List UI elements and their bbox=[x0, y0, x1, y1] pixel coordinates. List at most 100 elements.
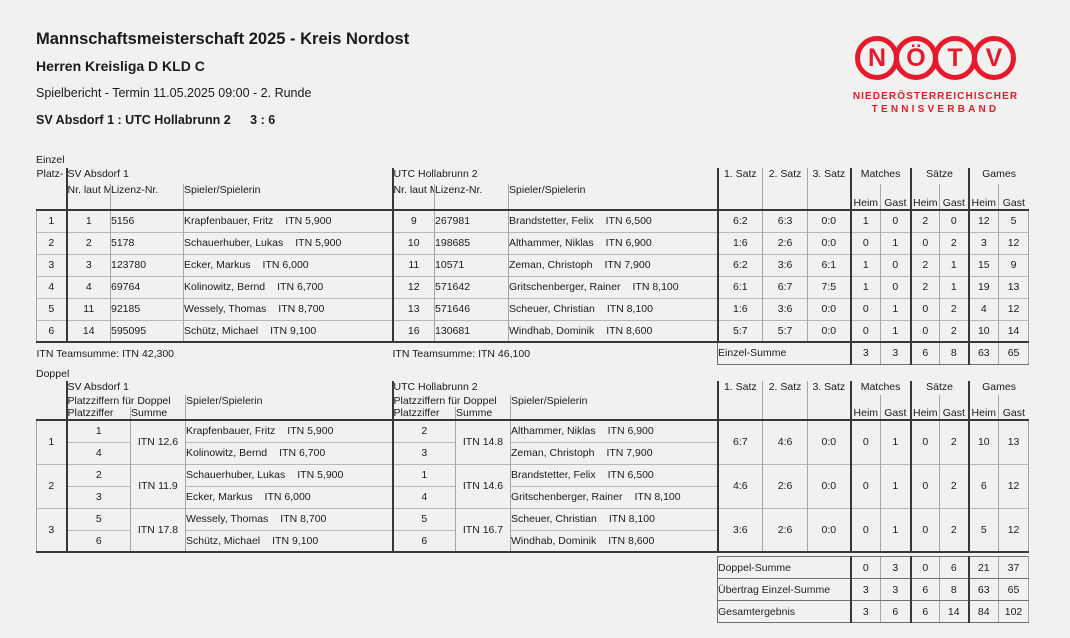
guest-player-itn: ITN 6,500 bbox=[605, 215, 652, 228]
col-saetze-gast: Gast bbox=[939, 184, 969, 211]
games-heim: 5 bbox=[967, 507, 999, 553]
guest-itn-summe: ITN 14.8 bbox=[455, 419, 511, 464]
einzel-row: 1 1 5156 Krapfenbauer, Fritz ITN 5,900 9 26798… bbox=[36, 209, 1030, 232]
guest-itn-summe: ITN 16.7 bbox=[455, 507, 511, 553]
saetze-gast: 1 bbox=[939, 253, 969, 276]
einzel-rows: 1 1 5156 Krapfenbauer, Fritz ITN 5,900 9 26798… bbox=[36, 209, 1030, 343]
matches-gast: 1 bbox=[880, 297, 911, 320]
saetze-heim: 0 bbox=[909, 319, 940, 343]
doppel-table: SV Absdorf 1 UTC Hollabrunn 2 1. Satz 2.… bbox=[36, 381, 1030, 553]
guest-player: Windhab, Dominik ITN 8,600 bbox=[508, 319, 718, 343]
games-gast: 13 bbox=[998, 419, 1030, 464]
matches-heim: 0 bbox=[849, 507, 881, 553]
saetze-heim: 2 bbox=[909, 275, 940, 298]
summary-label: Gesamtergebnis bbox=[717, 600, 851, 623]
home-itn-summe: ITN 17.8 bbox=[130, 507, 186, 553]
saetze-heim: 0 bbox=[909, 556, 940, 579]
platzziffer: 4 bbox=[36, 275, 67, 298]
guest-player-1-name: Scheuer, Christian bbox=[511, 513, 597, 525]
noetv-logo: N Ö T V NIEDERÖSTERREICHISCHER TENNISVER… bbox=[843, 36, 1028, 115]
home-player-itn: ITN 6,700 bbox=[277, 281, 324, 293]
home-nr: 4 bbox=[65, 275, 111, 298]
matches-gast: 0 bbox=[880, 209, 911, 232]
einzel-summe-games-heim: 63 bbox=[967, 341, 999, 365]
doppel-row-partner: 6 Schütz, Michael ITN 9,100 6 Windhab, Domin… bbox=[37, 529, 1029, 553]
logo-text-line2: TENNISVERBAND bbox=[871, 104, 1000, 115]
saetze-gast: 6 bbox=[939, 556, 969, 579]
doppel-row: 1 1 ITN 12.6 Krapfenbauer, Fritz ITN 5,900 2 I… bbox=[36, 419, 1030, 464]
col-guest-summe: Summe bbox=[455, 407, 511, 421]
home-team-name: SV Absdorf 1 bbox=[65, 381, 393, 395]
saetze-heim: 2 bbox=[909, 253, 940, 276]
doppel-row-partner: 4 Kolinowitz, Bernd ITN 6,700 3 Zeman, Chris… bbox=[37, 441, 1029, 464]
home-player-1: Wessely, Thomas ITN 8,700 bbox=[184, 507, 393, 530]
set1-score: 1:6 bbox=[716, 297, 763, 320]
games-heim: 15 bbox=[967, 253, 999, 276]
col-saetze-heim: Heim bbox=[909, 184, 940, 211]
guest-player-1: Scheuer, Christian ITN 8,100 bbox=[510, 507, 718, 530]
guest-player-2-itn: ITN 7,900 bbox=[606, 447, 653, 459]
doppel-header-row2: Platzziffern für Doppel Spieler/Spieleri… bbox=[37, 395, 1029, 421]
home-player-name: Krapfenbauer, Fritz bbox=[184, 215, 274, 228]
guest-player-2-itn: ITN 8,600 bbox=[608, 534, 655, 547]
match-result-line: SV Absdorf 1 : UTC Hollabrunn 2 3 : 6 bbox=[36, 113, 275, 127]
matches-heim: 1 bbox=[849, 209, 881, 232]
summary-label: Übertrag Einzel-Summe bbox=[717, 578, 851, 601]
saetze-heim: 0 bbox=[909, 507, 940, 553]
col-games: Games bbox=[967, 168, 1029, 184]
einzel-summe-saetze-heim: 6 bbox=[909, 341, 940, 365]
home-pair-pz-1: 2 bbox=[65, 463, 131, 486]
einzel-summe-games-gast: 65 bbox=[998, 341, 1030, 365]
saetze-gast: 2 bbox=[939, 231, 969, 254]
col-saetze-gast: Gast bbox=[939, 395, 969, 421]
home-player-2: Schütz, Michael ITN 9,100 bbox=[184, 529, 393, 553]
match-teams: SV Absdorf 1 : UTC Hollabrunn 2 bbox=[36, 113, 231, 127]
saetze-gast: 2 bbox=[939, 297, 969, 320]
col-home-lizenz: Lizenz-Nr. bbox=[110, 184, 184, 211]
set2-score: 3:6 bbox=[762, 297, 808, 320]
einzel-header-row2: Nr. laut Meldeliste Lizenz-Nr. Spieler/S… bbox=[37, 184, 1029, 211]
page-title: Mannschaftsmeisterschaft 2025 - Kreis No… bbox=[36, 30, 410, 48]
set2-score: 3:6 bbox=[762, 253, 808, 276]
saetze-heim: 0 bbox=[909, 297, 940, 320]
games-heim: 10 bbox=[967, 419, 999, 464]
matches-heim: 1 bbox=[849, 253, 881, 276]
games-heim: 19 bbox=[967, 275, 999, 298]
col-saetze-heim: Heim bbox=[909, 395, 940, 421]
matches-gast: 1 bbox=[880, 319, 911, 343]
guest-player-name: Brandstetter, Felix bbox=[509, 215, 594, 228]
games-heim: 12 bbox=[967, 209, 999, 232]
games-gast: 14 bbox=[998, 319, 1030, 343]
home-player-1-itn: ITN 5,900 bbox=[287, 425, 334, 438]
guest-player-1-name: Althammer, Niklas bbox=[511, 425, 596, 438]
home-player-name: Kolinowitz, Bernd bbox=[184, 281, 266, 293]
guest-player-2-name: Windhab, Dominik bbox=[511, 534, 597, 547]
home-player-2: Ecker, Markus ITN 6,000 bbox=[184, 485, 393, 508]
saetze-gast: 8 bbox=[939, 578, 969, 601]
set1-score: 1:6 bbox=[716, 231, 763, 254]
guest-nr: 13 bbox=[391, 297, 435, 320]
einzel-header-row1: Platz- ziffer SV Absdorf 1 UTC Hollabrun… bbox=[36, 168, 1029, 211]
home-player: Kolinowitz, Bernd ITN 6,700 bbox=[182, 275, 393, 298]
saetze-heim: 2 bbox=[909, 209, 940, 232]
set1-score: 3:6 bbox=[716, 507, 763, 553]
guest-lizenz: 267981 bbox=[434, 209, 509, 232]
matches-gast: 1 bbox=[880, 419, 911, 464]
matches-gast: 1 bbox=[880, 463, 911, 508]
guest-nr: 12 bbox=[391, 275, 435, 298]
matches-gast: 3 bbox=[880, 578, 911, 601]
home-player-1-itn: ITN 8,700 bbox=[280, 513, 327, 525]
einzel-summe-matches-gast: 3 bbox=[880, 341, 911, 365]
guest-pair-pz-1: 1 bbox=[391, 463, 456, 486]
league-subtitle: Herren Kreisliga D KLD C bbox=[36, 58, 205, 74]
guest-player-name: Gritschenberger, Rainer bbox=[509, 281, 621, 293]
guest-nr: 9 bbox=[391, 209, 435, 232]
matches-gast: 0 bbox=[880, 275, 911, 298]
einzel-row: 4 4 69764 Kolinowitz, Bernd ITN 6,700 12 57164… bbox=[36, 275, 1030, 298]
home-player-2-name: Kolinowitz, Bernd bbox=[186, 447, 268, 459]
logo-letter: Ö bbox=[906, 43, 926, 72]
matches-gast: 0 bbox=[880, 253, 911, 276]
guest-player-2: Zeman, Christoph ITN 7,900 bbox=[510, 441, 718, 464]
guest-player-1-itn: ITN 6,900 bbox=[607, 425, 654, 438]
